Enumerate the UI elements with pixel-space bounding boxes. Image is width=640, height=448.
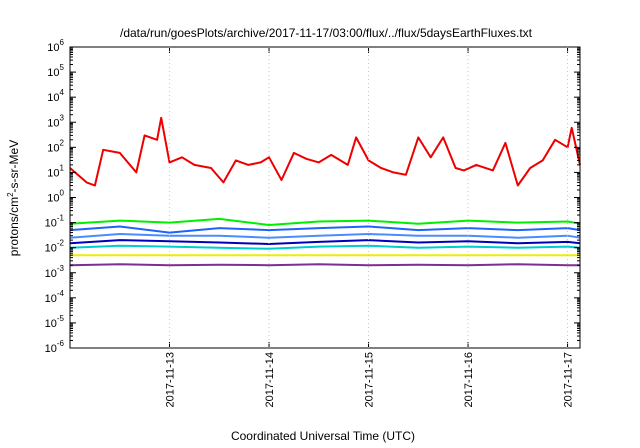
y-tick-label-base: 10	[47, 193, 59, 205]
y-tick-label-base: 10	[47, 142, 59, 154]
y-axis-label: protons/cm2-s-sr-MeV	[6, 140, 21, 256]
series-line	[69, 217, 581, 226]
series-line	[69, 244, 581, 250]
y-tick-label: 10-4	[45, 289, 65, 305]
y-tick-label-base: 10	[47, 42, 59, 54]
plot-frame	[69, 46, 581, 349]
y-tick-label-exp: -5	[57, 314, 65, 323]
y-tick-label-base: 10	[45, 218, 57, 230]
y-tick-label: 106	[47, 38, 64, 54]
y-tick-label: 10-2	[45, 239, 65, 255]
y-tick-label-base: 10	[45, 268, 57, 280]
x-tick-label: 2017-11-16	[463, 352, 475, 407]
y-tick-label-exp: -2	[57, 239, 65, 248]
series-line	[69, 239, 581, 245]
series-line	[69, 263, 580, 267]
x-tick-label: 2017-11-13	[165, 352, 177, 407]
y-tick-label-exp: 4	[60, 88, 65, 97]
y-tick-label: 10-3	[45, 264, 65, 280]
y-axis-label-sup: 2	[6, 192, 15, 197]
y-tick-label-exp: 1	[60, 163, 65, 172]
y-tick-label-base: 10	[45, 243, 57, 255]
y-tick-label: 100	[47, 189, 64, 205]
x-tick-label: 2017-11-17	[563, 352, 575, 407]
series-line	[69, 116, 581, 187]
y-axis-ticks: 10-610-510-410-310-210-11001011021031041…	[45, 38, 580, 355]
y-tick-label: 10-5	[45, 314, 65, 330]
y-tick-label: 103	[47, 113, 64, 129]
series-line	[69, 233, 581, 239]
series-layer	[69, 116, 581, 267]
x-tick-label: 2017-11-15	[364, 352, 376, 407]
y-tick-label: 105	[47, 63, 64, 79]
y-axis-label-rest: -s-sr-MeV	[7, 140, 21, 193]
y-tick-label: 101	[47, 163, 64, 179]
y-tick-label-exp: -6	[57, 339, 65, 348]
y-tick-label-base: 10	[47, 67, 59, 79]
y-tick-label: 102	[47, 138, 64, 154]
y-tick-label-base: 10	[47, 92, 59, 104]
x-axis-ticks: 2017-11-13 2017-11-14 2017-11-15 2017-11-16…	[165, 47, 575, 407]
y-tick-label-exp: 2	[60, 138, 65, 147]
y-tick-label-exp: 6	[60, 38, 65, 47]
y-tick-label: 10-1	[45, 214, 65, 230]
x-tick-label: 2017-11-14	[264, 352, 276, 407]
y-tick-label-exp: -1	[57, 214, 65, 223]
y-tick-label-base: 10	[45, 343, 57, 355]
y-axis-label-base: protons/cm	[7, 197, 21, 256]
y-tick-label: 10-6	[45, 339, 65, 355]
x-axis-label: Coordinated Universal Time (UTC)	[231, 429, 415, 443]
y-tick-label-base: 10	[45, 318, 57, 330]
y-tick-label-exp: 5	[60, 63, 65, 72]
y-tick-label-base: 10	[45, 293, 57, 305]
y-tick-label-base: 10	[47, 167, 59, 179]
y-tick-label-exp: 3	[60, 113, 65, 122]
series-line	[69, 225, 581, 234]
y-tick-label-exp: -3	[57, 264, 65, 273]
y-tick-label-exp: -4	[57, 289, 65, 298]
y-tick-label: 104	[47, 88, 64, 104]
y-tick-label-base: 10	[47, 117, 59, 129]
chart-title: /data/run/goesPlots/archive/2017-11-17/0…	[120, 26, 533, 40]
y-tick-label-exp: 0	[60, 189, 65, 198]
